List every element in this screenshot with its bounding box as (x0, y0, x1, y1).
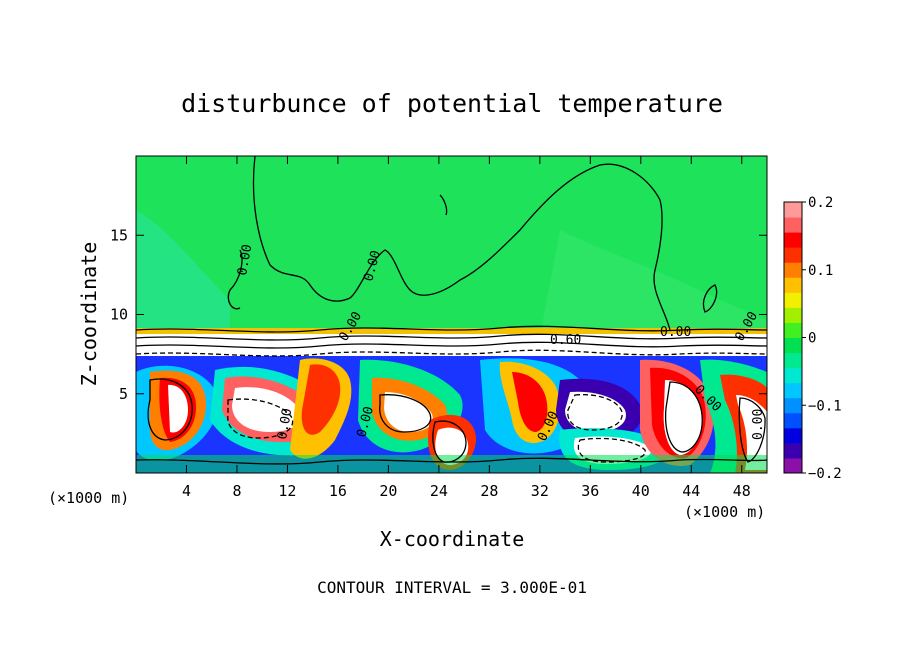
upper-field-shade (136, 210, 230, 336)
colorbar-swatch (784, 217, 802, 233)
x-unit-label-right: (×1000 m) (684, 503, 765, 521)
colorbar-swatch (784, 202, 802, 218)
colorbar-swatch (784, 292, 802, 308)
colorbar-tick-label: 0.2 (808, 195, 833, 211)
y-axis: 5 10 15 (110, 226, 767, 403)
contour-label: 0.00 (275, 407, 295, 440)
y-tick-label: 5 (119, 385, 128, 403)
colorbar-swatch (784, 322, 802, 338)
contour-lines (136, 156, 767, 465)
colorbar-tick-label: 0.1 (808, 263, 833, 279)
x-tick-label: 40 (632, 482, 650, 500)
colorbar-tick-label: −0.2 (808, 466, 842, 482)
x-tick-label: 16 (329, 482, 347, 500)
colorbar-swatch (784, 397, 802, 414)
colorbar-tick-label: 0 (808, 331, 816, 347)
x-unit-label-left: (×1000 m) (48, 489, 129, 507)
y-axis-label: Z-coordinate (77, 242, 101, 387)
colorbar-swatch (784, 382, 802, 399)
colorbar-swatch (784, 352, 802, 369)
plot-area (136, 156, 767, 473)
x-tick-label: 24 (430, 482, 448, 500)
x-tick-label: 12 (278, 482, 296, 500)
colorbar-swatch (784, 307, 802, 323)
x-tick-label: 20 (379, 482, 397, 500)
x-tick-label: 48 (733, 482, 751, 500)
colorbar-swatch (784, 457, 802, 474)
y-tick-label: 15 (110, 226, 128, 244)
y-tick-label: 10 (110, 306, 128, 324)
x-tick-label: 4 (182, 482, 191, 500)
colorbar-swatch (784, 277, 802, 293)
contour-label: 0.00 (751, 409, 766, 440)
colorbar-swatch (784, 247, 802, 263)
x-tick-label: 36 (581, 482, 599, 500)
x-tick-label: 28 (480, 482, 498, 500)
contour-label: 0.00 (660, 325, 691, 340)
contour-interval-note: CONTOUR INTERVAL = 3.000E-01 (317, 578, 587, 597)
x-tick-label: 32 (531, 482, 549, 500)
colorbar-swatch (784, 367, 802, 384)
colorbar-swatch (784, 262, 802, 278)
colorbar: 0.2 0.1 0 −0.1 −0.2 (783, 195, 842, 482)
colorbar-swatch (784, 412, 802, 429)
chart-title: disturbunce of potential temperature (181, 89, 723, 118)
x-tick-label: 8 (232, 482, 241, 500)
colorbar-swatch (784, 232, 802, 248)
colorbar-swatch (784, 427, 802, 444)
x-axis-label: X-coordinate (380, 527, 525, 551)
contour-label: 0.60 (550, 333, 581, 348)
colorbar-swatch (784, 442, 802, 459)
x-axis: 4 8 12 16 20 24 28 32 36 40 44 48 (182, 156, 751, 500)
colorbar-swatch (784, 337, 802, 354)
colorbar-tick-label: −0.1 (808, 398, 842, 414)
contour-label: 0.00 (235, 243, 255, 276)
x-tick-label: 44 (682, 482, 700, 500)
